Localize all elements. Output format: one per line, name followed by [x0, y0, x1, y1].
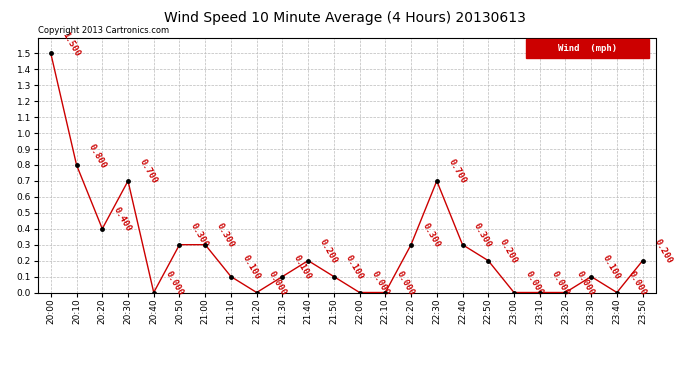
Text: 0.000: 0.000 — [395, 270, 416, 297]
Text: 0.200: 0.200 — [652, 238, 673, 266]
Text: 0.200: 0.200 — [318, 238, 339, 266]
Text: 0.000: 0.000 — [369, 270, 391, 297]
Text: 0.100: 0.100 — [601, 254, 622, 281]
Text: 1.500: 1.500 — [61, 30, 82, 58]
Text: 0.000: 0.000 — [164, 270, 185, 297]
Text: 0.700: 0.700 — [446, 158, 468, 186]
Text: 0.800: 0.800 — [86, 142, 108, 170]
Text: 0.000: 0.000 — [627, 270, 648, 297]
Text: 0.400: 0.400 — [112, 206, 133, 234]
Text: 0.000: 0.000 — [575, 270, 596, 297]
Text: 0.300: 0.300 — [215, 222, 236, 249]
Text: 0.000: 0.000 — [549, 270, 571, 297]
Text: Wind  (mph): Wind (mph) — [558, 44, 617, 53]
Text: 0.700: 0.700 — [138, 158, 159, 186]
FancyBboxPatch shape — [526, 39, 649, 58]
Text: Copyright 2013 Cartronics.com: Copyright 2013 Cartronics.com — [38, 26, 169, 35]
Text: 0.300: 0.300 — [189, 222, 210, 249]
Text: 0.100: 0.100 — [344, 254, 365, 281]
Text: 0.300: 0.300 — [421, 222, 442, 249]
Text: 0.200: 0.200 — [498, 238, 519, 266]
Text: 0.000: 0.000 — [524, 270, 545, 297]
Text: Wind Speed 10 Minute Average (4 Hours) 20130613: Wind Speed 10 Minute Average (4 Hours) 2… — [164, 11, 526, 25]
Text: 0.100: 0.100 — [292, 254, 313, 281]
Text: 0.100: 0.100 — [241, 254, 262, 281]
Text: 0.000: 0.000 — [266, 270, 288, 297]
Text: 0.300: 0.300 — [472, 222, 493, 249]
